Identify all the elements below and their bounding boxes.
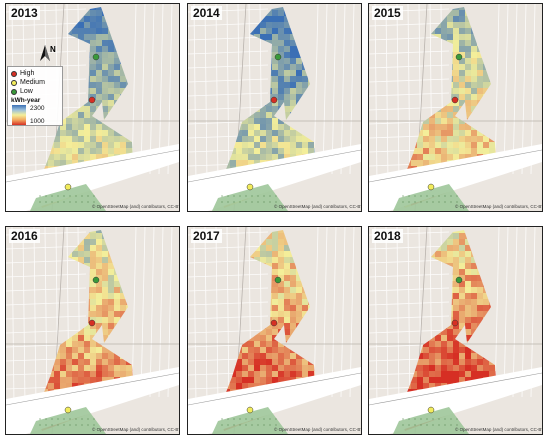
legend-max: 2300 bbox=[30, 105, 45, 112]
map-panel-2016: 2016 © OpenStreetMap (and) contributors, … bbox=[5, 226, 180, 435]
legend-unit: kWh-year bbox=[11, 97, 41, 104]
north-arrow-icon bbox=[40, 45, 50, 61]
map-panel-2015: 2015 © OpenStreetMap (and) contributors, … bbox=[368, 3, 543, 212]
map-canvas bbox=[188, 227, 361, 434]
map-attribution: © OpenStreetMap (and) contributors, CC-B… bbox=[274, 204, 362, 209]
map-attribution: © OpenStreetMap (and) contributors, CC-B… bbox=[455, 427, 543, 432]
legend-label-high: High bbox=[20, 70, 35, 77]
map-panel-2018: 2018 © OpenStreetMap (and) contributors, … bbox=[368, 226, 543, 435]
legend-item-high: High bbox=[11, 70, 34, 78]
low-dot-icon bbox=[11, 89, 17, 95]
high-dot-icon bbox=[11, 71, 17, 77]
map-panel-2014: 2014 © OpenStreetMap (and) contributors, … bbox=[187, 3, 362, 212]
map-attribution: © OpenStreetMap (and) contributors, CC-B… bbox=[274, 427, 362, 432]
panel-year-label: 2015 bbox=[372, 6, 403, 20]
map-canvas bbox=[369, 4, 542, 211]
map-panel-2017: 2017 © OpenStreetMap (and) contributors, … bbox=[187, 226, 362, 435]
panel-year-label: 2014 bbox=[191, 6, 222, 20]
map-attribution: © OpenStreetMap (and) contributors, CC-B… bbox=[455, 204, 543, 209]
legend-item-medium: Medium bbox=[11, 79, 45, 87]
legend-min: 1000 bbox=[30, 118, 45, 125]
legend-label-medium: Medium bbox=[20, 79, 45, 86]
medium-dot-icon bbox=[11, 80, 17, 86]
map-canvas bbox=[6, 227, 179, 434]
map-attribution: © OpenStreetMap (and) contributors, CC-B… bbox=[92, 427, 180, 432]
map-legend: High Medium Low kWh-year 2300 1000 bbox=[7, 66, 63, 126]
color-ramp bbox=[12, 105, 26, 125]
panel-year-label: 2018 bbox=[372, 229, 403, 243]
map-attribution: © OpenStreetMap (and) contributors, CC-B… bbox=[92, 204, 180, 209]
panel-year-label: 2013 bbox=[9, 6, 40, 20]
map-canvas bbox=[369, 227, 542, 434]
legend-item-low: Low bbox=[11, 88, 33, 96]
north-label: N bbox=[50, 45, 56, 54]
panel-year-label: 2017 bbox=[191, 229, 222, 243]
map-canvas bbox=[188, 4, 361, 211]
panel-year-label: 2016 bbox=[9, 229, 40, 243]
legend-label-low: Low bbox=[20, 88, 33, 95]
